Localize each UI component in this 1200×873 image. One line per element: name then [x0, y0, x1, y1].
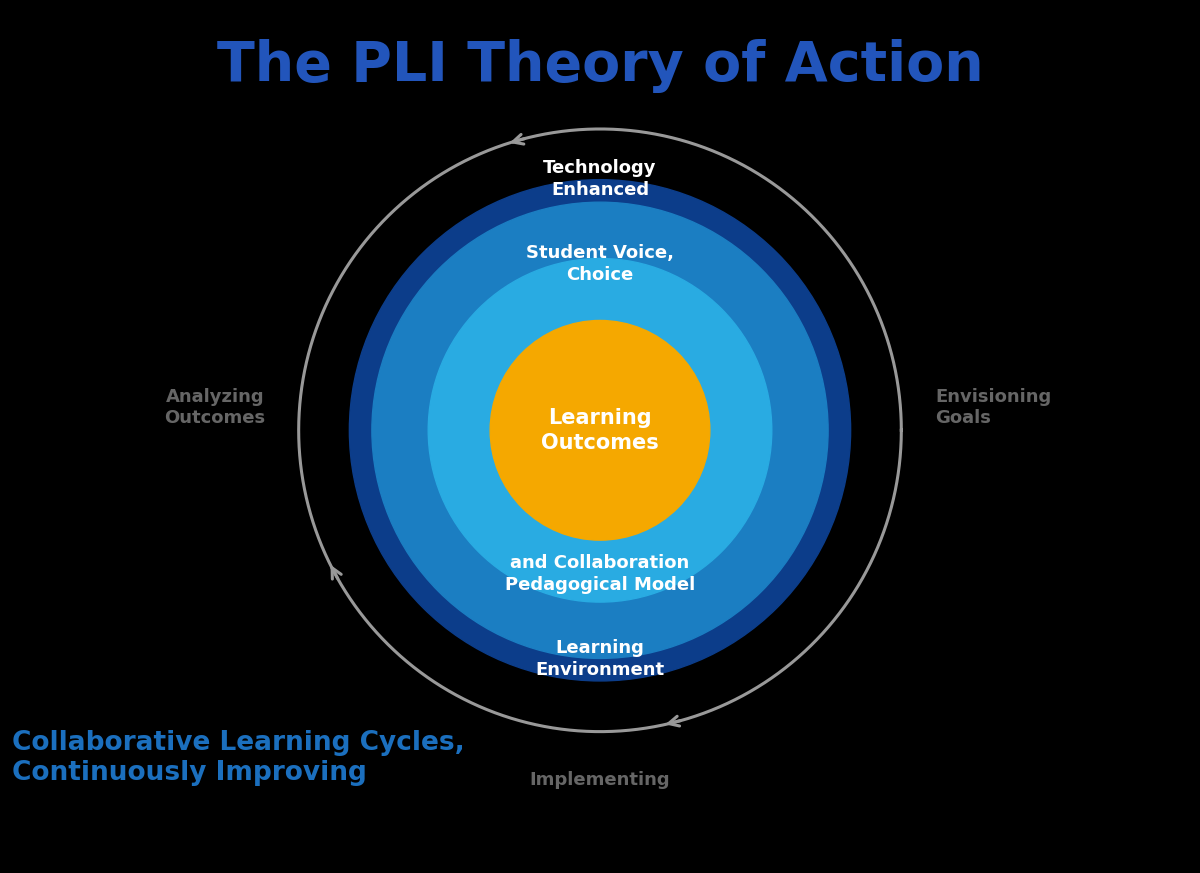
Circle shape	[428, 258, 772, 602]
Text: Implementing: Implementing	[529, 771, 671, 789]
Text: Learning
Environment: Learning Environment	[535, 639, 665, 679]
Text: The PLI Theory of Action: The PLI Theory of Action	[217, 39, 983, 93]
Text: Collaborative Learning Cycles,
Continuously Improving: Collaborative Learning Cycles, Continuou…	[12, 730, 464, 786]
Text: and Collaboration
Pedagogical Model: and Collaboration Pedagogical Model	[505, 553, 695, 594]
Text: Learning
Outcomes: Learning Outcomes	[541, 408, 659, 453]
Text: Student Voice,
Choice: Student Voice, Choice	[526, 244, 674, 285]
Circle shape	[349, 180, 851, 681]
Text: Technology
Enhanced: Technology Enhanced	[544, 159, 656, 199]
Text: Analyzing
Outcomes: Analyzing Outcomes	[163, 388, 265, 427]
Circle shape	[372, 203, 828, 658]
Text: Envisioning
Goals: Envisioning Goals	[935, 388, 1051, 427]
Circle shape	[490, 320, 710, 540]
